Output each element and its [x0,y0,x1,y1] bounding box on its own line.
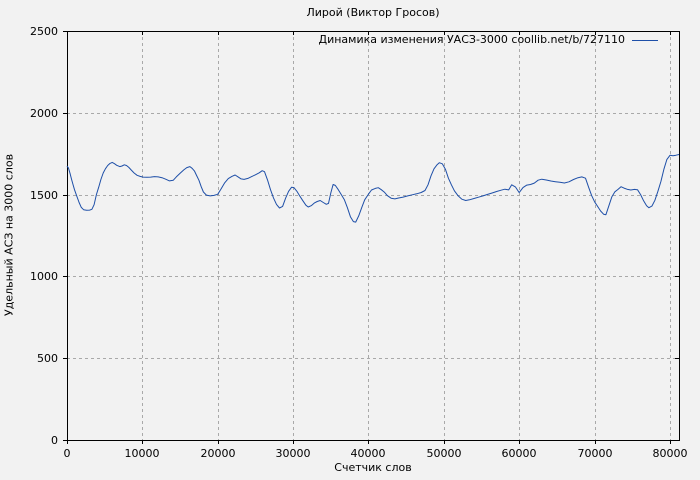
y-tick-label: 0 [51,434,58,447]
x-tick-label: 60000 [502,447,537,460]
y-tick-label: 1000 [30,270,58,283]
legend-line-sample [632,39,658,41]
x-tick-label: 10000 [125,447,160,460]
x-axis-label: Счетчик слов [334,461,412,474]
x-tick-label: 50000 [427,447,462,460]
x-tick-label: 40000 [351,447,386,460]
y-axis-label: Удельный АСЗ на 3000 слов [2,153,16,317]
y-tick-label: 500 [37,352,58,365]
legend-label: Динамика изменения УАСЗ-3000 coollib.net… [318,33,626,46]
y-tick-label: 2000 [30,107,58,120]
x-tick-label: 70000 [578,447,613,460]
y-tick-label: 1500 [30,189,58,202]
legend: Динамика изменения УАСЗ-3000 coollib.net… [0,33,658,47]
x-tick-label: 0 [64,447,71,460]
x-tick-label: 20000 [201,447,236,460]
x-tick-label: 80000 [653,447,688,460]
chart-title: Лирой (Виктор Гросов) [306,6,440,19]
x-tick-label: 30000 [276,447,311,460]
series-line [66,154,680,223]
y-tick-label: 2500 [30,25,58,38]
plot-border [67,31,680,441]
